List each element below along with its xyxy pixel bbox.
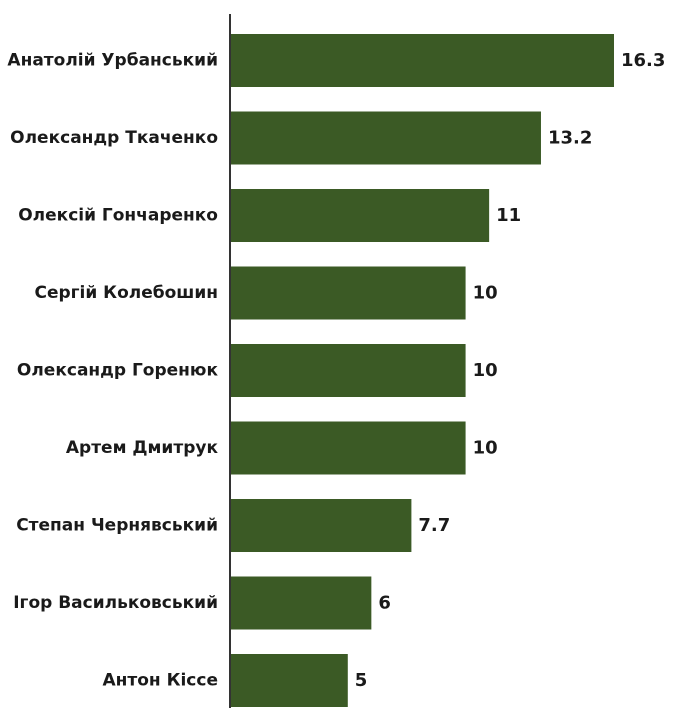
value-label: 16.3 [621, 50, 665, 71]
bar [230, 654, 348, 707]
category-label: Олександр Ткаченко [10, 128, 218, 148]
value-label: 10 [473, 283, 498, 304]
category-label: Степан Чернявський [16, 516, 218, 536]
category-label: Ігор Васильковський [13, 593, 218, 613]
value-label: 10 [473, 360, 498, 381]
bar [230, 34, 614, 87]
category-label: Сергій Колебошин [34, 283, 218, 303]
category-label: Артем Дмитрук [66, 438, 219, 458]
bar [230, 576, 372, 630]
value-label: 6 [378, 593, 391, 614]
bar [230, 189, 490, 242]
value-label: 5 [355, 670, 368, 691]
category-label: Антон Кіссе [102, 671, 218, 691]
value-label: 10 [473, 438, 498, 459]
value-label: 7.7 [418, 515, 450, 536]
bar [230, 421, 466, 475]
category-labels: Анатолій Урбанський Олександр Ткаченко Оле… [7, 51, 218, 691]
value-labels: 16.3 13.2 11 10 10 10 7.7 6 5 [355, 50, 666, 691]
value-label: 13.2 [548, 128, 592, 149]
bar [230, 111, 541, 165]
category-label: Олександр Горенюк [17, 361, 219, 381]
value-label: 11 [496, 205, 521, 226]
category-label: Олексій Гончаренко [18, 206, 218, 226]
bar [230, 344, 466, 397]
category-label: Анатолій Урбанський [7, 51, 218, 71]
bars-layer [230, 34, 614, 707]
bar [230, 499, 412, 552]
bar [230, 266, 466, 320]
